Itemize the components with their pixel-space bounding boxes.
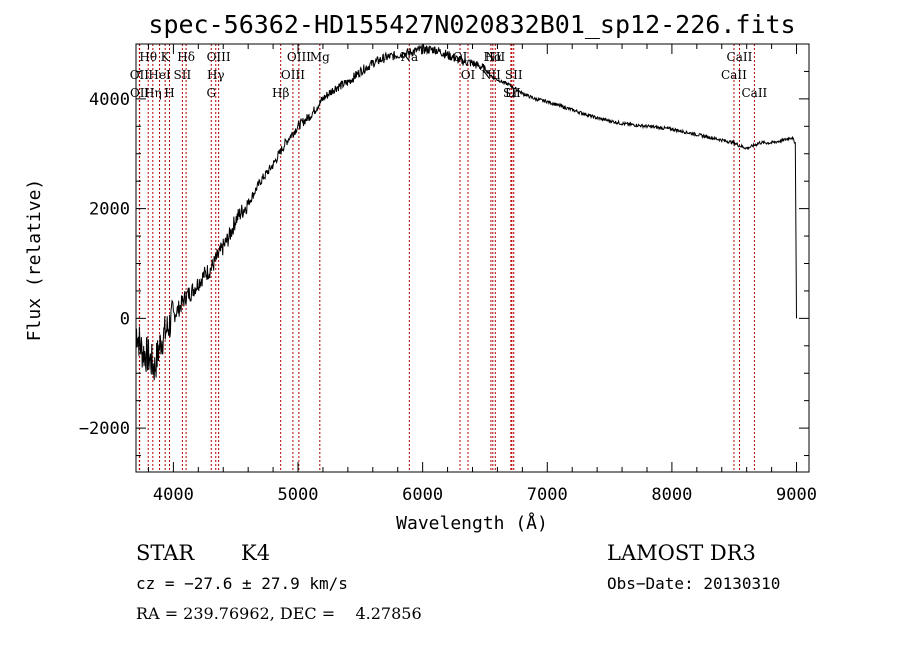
class-label: STAR: [136, 541, 195, 565]
line-label: OIII: [287, 50, 311, 64]
redshift-text: cz = −27.6 ± 27.9 km/s: [136, 574, 348, 593]
y-tick-label: 2000: [89, 200, 130, 220]
x-tick-label: 4000: [153, 485, 194, 505]
x-tick-label: 6000: [402, 485, 443, 505]
line-label: Hδ: [177, 50, 195, 64]
chart-title: spec-56362-HD155427N020832B01_sp12-226.f…: [148, 10, 795, 39]
line-label: Li: [505, 86, 517, 100]
line-label: K: [161, 50, 171, 64]
line-label: Mg: [310, 50, 330, 64]
x-tick-label: 5000: [278, 485, 319, 505]
x-axis-ticks: 4000 5000 6000 7000 8000 9000: [147, 44, 817, 505]
line-label: HeI: [148, 68, 171, 82]
y-axis-ticks: −2000 0 2000 4000: [79, 70, 809, 457]
line-label: CaII: [721, 68, 747, 82]
x-tick-label: 8000: [651, 485, 692, 505]
y-tick-label: 0: [120, 309, 130, 329]
line-label: G: [206, 86, 216, 100]
coordinates-text: RA = 239.76962, DEC = 4.27856: [136, 604, 422, 623]
line-label: Hγ: [207, 68, 225, 82]
line-label: OIII: [281, 68, 305, 82]
line-label: CaII: [741, 86, 767, 100]
obs-date-text: Obs−Date: 20130310: [607, 574, 780, 593]
y-axis-label: Flux (relative): [24, 179, 45, 342]
line-label: CaII: [727, 50, 753, 64]
subclass-label: K4: [241, 541, 270, 565]
line-label: Hθ: [139, 50, 157, 64]
line-label: Hα: [484, 50, 503, 64]
line-label: Hβ: [272, 86, 289, 100]
line-label: SII: [505, 68, 523, 82]
plot-frame: [135, 43, 810, 473]
line-label: Hη: [144, 86, 162, 100]
line-label: NII: [485, 50, 505, 64]
x-tick-label: 7000: [527, 485, 568, 505]
x-axis-label: Wavelength (Å): [396, 512, 548, 534]
line-label: OII: [130, 68, 150, 82]
line-label: H: [164, 86, 174, 100]
survey-label: LAMOST DR3: [607, 541, 756, 565]
spectral-line-markers: [138, 44, 755, 472]
line-label: OI: [461, 68, 476, 82]
y-tick-label: −2000: [79, 419, 130, 439]
spectrum-line: [135, 44, 797, 381]
line-label: OIII: [207, 50, 231, 64]
line-label: SII: [174, 68, 192, 82]
line-label: OII: [130, 86, 150, 100]
y-tick-label: 4000: [89, 90, 130, 110]
x-tick-label: 9000: [776, 485, 817, 505]
